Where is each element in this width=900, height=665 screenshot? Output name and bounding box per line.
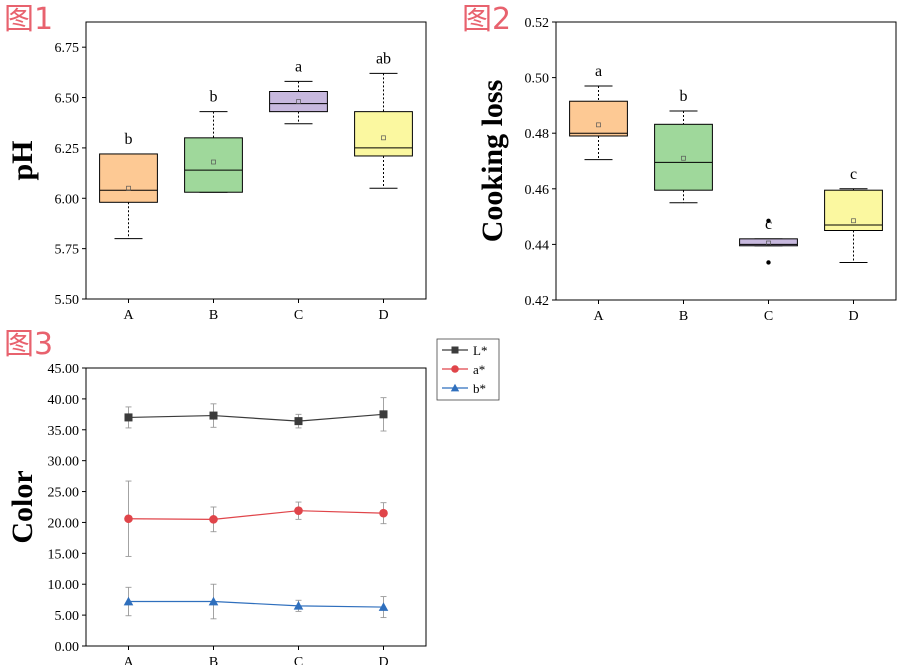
y-tick-label: 45.00: [48, 362, 80, 377]
data-point: [379, 508, 388, 518]
mean-marker: [851, 218, 856, 224]
data-point: [124, 514, 133, 524]
series-line-2: [128, 600, 384, 608]
legend-label: L*: [473, 343, 487, 358]
significance-letter: c: [850, 166, 857, 183]
y-tick-label: 25.00: [48, 486, 80, 501]
box-A: [569, 100, 628, 137]
data-point: [294, 417, 303, 426]
legend-marker: [451, 346, 459, 354]
plot-frame: [85, 367, 427, 647]
y-tick-label: 6.25: [55, 142, 80, 157]
figure-label-2: 图2: [462, 2, 512, 37]
mean-marker: [766, 240, 771, 246]
x-tick-label: C: [294, 308, 303, 323]
outlier-point: [766, 218, 771, 223]
legend-marker: [451, 365, 459, 373]
data-point: [208, 596, 219, 606]
outlier-point: [766, 260, 771, 265]
y-tick-label: 0.44: [525, 238, 550, 253]
y-tick-label: 10.00: [48, 578, 80, 593]
data-point: [209, 411, 218, 420]
box-D: [824, 189, 883, 232]
y-tick-label: 5.00: [55, 609, 80, 624]
legend-label: b*: [473, 381, 486, 396]
x-tick-label: B: [209, 308, 218, 323]
significance-letter: b: [680, 88, 688, 105]
y-tick-label: 5.50: [55, 293, 80, 308]
x-tick-label: D: [848, 309, 858, 324]
legend-marker: [450, 383, 460, 392]
y-tick-label: 0.42: [525, 294, 550, 309]
box-B: [184, 137, 243, 193]
data-point: [293, 601, 304, 610]
y-tick-label: 20.00: [48, 516, 80, 531]
data-point: [379, 410, 388, 419]
x-tick-label: B: [209, 655, 218, 665]
y-tick-label: 0.00: [55, 640, 80, 655]
y-tick-label: 0.48: [525, 127, 550, 142]
mean-marker: [296, 99, 301, 104]
y-tick-label: 15.00: [48, 547, 80, 562]
significance-letter: ab: [376, 50, 391, 67]
mean-marker: [681, 155, 686, 161]
box-C: [739, 238, 798, 247]
y-tick-label: 5.75: [55, 243, 80, 258]
x-tick-label: D: [378, 308, 388, 323]
mean-marker: [596, 122, 601, 128]
y-tick-label: 40.00: [48, 393, 80, 408]
plot-frame: [85, 21, 427, 300]
figure-label-1: 图1: [4, 2, 54, 37]
mean-marker: [126, 185, 131, 191]
data-point: [209, 515, 218, 524]
y-axis-label: Cooking loss: [476, 80, 509, 243]
y-tick-label: 0.46: [525, 183, 550, 198]
box-D: [354, 111, 413, 157]
significance-letter: a: [595, 63, 602, 80]
x-tick-label: A: [593, 309, 604, 324]
x-tick-label: B: [679, 309, 688, 324]
mean-marker: [381, 135, 386, 141]
y-tick-label: 0.50: [525, 72, 550, 87]
y-tick-label: 0.52: [525, 16, 550, 31]
y-tick-label: 6.75: [55, 41, 80, 56]
x-tick-label: C: [294, 655, 303, 665]
box-B: [654, 123, 713, 191]
figure-label-3: 图3: [4, 327, 54, 362]
significance-letter: b: [125, 131, 133, 148]
y-tick-label: 6.00: [55, 192, 80, 207]
y-tick-label: 30.00: [48, 455, 80, 470]
y-axis-label: pH: [6, 140, 39, 180]
x-tick-label: A: [123, 308, 134, 323]
x-tick-label: A: [123, 655, 134, 665]
data-point: [294, 506, 303, 516]
y-axis-label: Color: [6, 470, 39, 543]
series-line-0: [128, 413, 384, 422]
mean-marker: [211, 159, 216, 165]
box-C: [269, 91, 328, 113]
data-point: [124, 413, 133, 422]
significance-letter: c: [765, 216, 772, 233]
x-tick-label: C: [764, 309, 773, 324]
y-tick-label: 35.00: [48, 424, 80, 439]
series-line-1: [128, 510, 384, 520]
data-point: [123, 596, 134, 606]
legend-label: a*: [473, 362, 485, 377]
plot-frame: [555, 21, 897, 301]
y-tick-label: 6.50: [55, 92, 80, 107]
significance-letter: a: [295, 58, 302, 75]
data-point: [378, 602, 389, 611]
x-tick-label: D: [378, 655, 388, 665]
box-A: [99, 153, 158, 203]
significance-letter: b: [210, 89, 218, 106]
